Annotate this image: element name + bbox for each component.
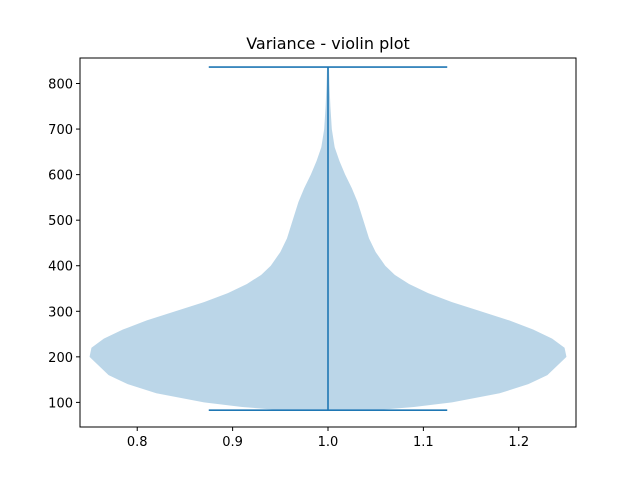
x-tick-label: 0.8	[127, 435, 148, 450]
x-tick-label: 1.0	[318, 435, 339, 450]
chart-title: Variance - violin plot	[246, 34, 410, 53]
y-tick-label: 500	[48, 214, 73, 229]
y-tick-label: 700	[48, 123, 73, 138]
y-tick-label: 600	[48, 169, 73, 184]
y-tick-label: 800	[48, 78, 73, 93]
x-tick-label: 1.2	[508, 435, 529, 450]
violin-layer	[89, 66, 567, 411]
y-tick-label: 100	[48, 396, 73, 411]
y-tick-label: 400	[48, 260, 73, 275]
x-tick-label: 0.9	[222, 435, 243, 450]
x-tick-label: 1.1	[413, 435, 434, 450]
axes-layer: 0.8 0.9 1.0 1.1 1.2 100 200 300 400 500 600 700 800	[48, 57, 577, 450]
y-tick-label: 300	[48, 305, 73, 320]
y-tick-label: 200	[48, 351, 73, 366]
